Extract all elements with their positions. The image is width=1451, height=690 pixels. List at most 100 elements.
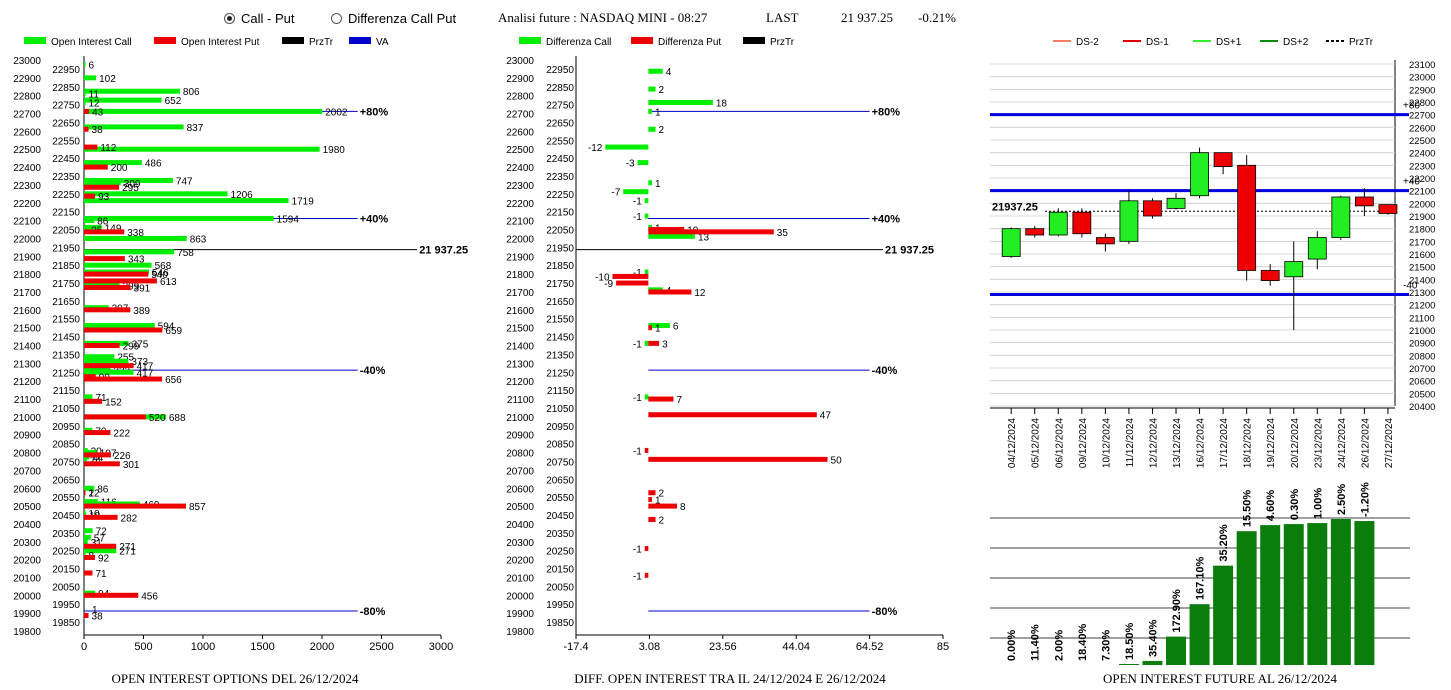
left-call-label-11: 309: [124, 179, 141, 190]
left-call-bar-43: [84, 528, 93, 534]
left-put-bar-11: [84, 307, 131, 313]
legend-swatch-3: [349, 37, 371, 44]
middle-call-bar-12: [648, 233, 695, 239]
legend-swatch-1: [631, 37, 653, 44]
left-put-bar-22: [84, 490, 86, 496]
left-tick-20000: 20000: [13, 591, 41, 602]
candle-ytick-22500: 22500: [1409, 136, 1435, 147]
left-call-bar-9: [84, 160, 142, 166]
legend-swatch-2: [282, 37, 304, 44]
left-tick-22350: 22350: [52, 172, 80, 183]
left-tick-21150: 21150: [53, 386, 81, 397]
left-tick-23000: 23000: [13, 56, 41, 67]
middle-call-label-8: -7: [611, 188, 620, 199]
left-call-label-37: 86: [97, 484, 109, 495]
left-call-label-18: 863: [190, 234, 207, 245]
left-tick-21950: 21950: [52, 243, 80, 254]
left-put-label-14: 417: [137, 362, 154, 373]
left-put-bar-29: [84, 612, 89, 618]
left-call-bar-1: [84, 75, 97, 81]
oi-bar-label-8: 167.10%: [1195, 557, 1207, 601]
middle-tick-20250: 20250: [546, 547, 574, 558]
middle-tick-20750: 20750: [546, 457, 574, 468]
middle-tick-21450: 21450: [546, 333, 574, 344]
candle-body-7: [1166, 197, 1186, 209]
left-call-bar-5: [84, 99, 86, 105]
middle-call-label-0: 4: [666, 67, 672, 78]
left-tick-19950: 19950: [52, 600, 80, 611]
left-put-bar-12: [84, 327, 163, 333]
candle-date-6: 12/12/2024: [1148, 418, 1159, 468]
left-call-bar-2: [84, 88, 180, 94]
left-put-bar-21: [84, 461, 120, 467]
middle-ref-label: +80%: [872, 106, 901, 118]
left-put-label-7: 343: [128, 255, 145, 266]
middle-put-label-4: 12: [694, 288, 706, 299]
oi-bar-9: [1213, 565, 1234, 665]
middle-call-bar-13: [644, 269, 649, 275]
left-call-bar-3: [84, 91, 86, 97]
left-tick-22750: 22750: [52, 101, 80, 112]
left-put-label-6: 338: [127, 228, 144, 239]
radio-call-put[interactable]: Call - Put: [224, 11, 294, 26]
middle-tick-22750: 22750: [546, 101, 574, 112]
left-call-bar-18: [84, 235, 187, 241]
middle-tick-21200: 21200: [506, 377, 534, 388]
left-call-bar-8: [84, 146, 320, 152]
middle-tick-22350: 22350: [546, 172, 574, 183]
left-tick-20800: 20800: [13, 449, 41, 460]
left-put-label-28: 456: [141, 591, 158, 602]
middle-call-label-5: -12: [588, 143, 603, 154]
oi-bar-label-15: -1.20%: [1359, 482, 1371, 517]
candle-ytick-21200: 21200: [1409, 301, 1435, 312]
candle-date-1: 05/12/2024: [1031, 418, 1042, 468]
left-tick-22150: 22150: [52, 208, 80, 219]
candle-ytick-20800: 20800: [1409, 351, 1435, 362]
middle-tick-19900: 19900: [506, 609, 534, 620]
radio-difference[interactable]: Differenza Call Put: [331, 11, 456, 26]
candle-ytick-21600: 21600: [1409, 250, 1435, 261]
left-put-bar-4: [84, 184, 120, 190]
candle-body-2: [1048, 211, 1068, 236]
left-call-label-15: 86: [97, 217, 109, 228]
left-put-label-9: 613: [160, 277, 177, 288]
legend-swatch-0: [24, 37, 46, 44]
candle-ytick-23000: 23000: [1409, 73, 1435, 84]
middle-xtick-3.08: 3.08: [639, 641, 660, 653]
left-tick-21900: 21900: [13, 252, 41, 263]
middle-put-label-1: 35: [777, 228, 789, 239]
candle-ytick-22400: 22400: [1409, 149, 1435, 160]
legend-label-2: PrzTr: [770, 37, 795, 48]
left-put-bar-26: [84, 554, 95, 560]
middle-put-bar-12: [648, 496, 652, 502]
left-call-label-6: 2002: [325, 107, 348, 118]
left-put-label-1: 38: [92, 125, 104, 136]
candle-ytick-22000: 22000: [1409, 199, 1435, 210]
candle-ytick-20900: 20900: [1409, 339, 1435, 350]
left-call-label-12: 1206: [231, 190, 254, 201]
left-tick-20950: 20950: [52, 422, 80, 433]
left-put-label-17: 152: [105, 397, 122, 408]
middle-tick-20400: 20400: [506, 520, 534, 531]
left-put-bar-28: [84, 592, 139, 598]
candle-ytick-21700: 21700: [1409, 237, 1435, 248]
middle-call-label-2: 18: [716, 98, 728, 109]
caption-right: OPEN INTEREST FUTURE AL 26/12/2024: [1102, 671, 1337, 686]
candle-date-13: 23/12/2024: [1313, 418, 1324, 468]
middle-xtick-23.56: 23.56: [709, 641, 737, 653]
left-put-bar-17: [84, 398, 103, 404]
middle-ref-label: -40%: [872, 365, 898, 377]
oi-bar-6: [1142, 660, 1163, 665]
middle-xtick-44.04: 44.04: [782, 641, 810, 653]
left-ref-label: 21 937.25: [419, 245, 468, 257]
left-put-label-5: 93: [98, 192, 110, 203]
middle-tick-20850: 20850: [546, 440, 574, 451]
left-put-bar-10: [84, 285, 131, 291]
middle-tick-22800: 22800: [506, 92, 534, 103]
candle-date-5: 11/12/2024: [1125, 418, 1136, 468]
candle-ytick-21900: 21900: [1409, 212, 1435, 223]
left-ref-label: -80%: [360, 606, 386, 618]
left-put-bar-9: [84, 278, 157, 284]
left-tick-20050: 20050: [52, 582, 80, 593]
middle-tick-21400: 21400: [506, 342, 534, 353]
